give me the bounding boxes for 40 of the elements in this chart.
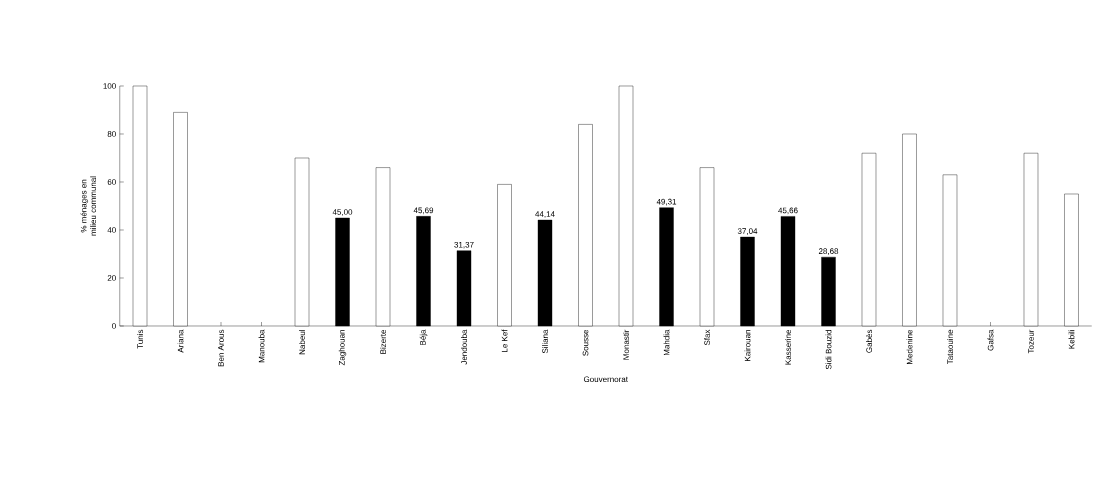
y-tick-label: 20 <box>107 275 116 281</box>
x-tick-label: Gafsa <box>987 329 994 351</box>
x-tick-label: Bizerte <box>380 329 386 354</box>
x-tick-label: Monastir <box>623 329 629 360</box>
x-tick-label: Gabès <box>866 329 872 353</box>
x-tick-label: Zaghouan <box>338 330 347 366</box>
x-tick-label: Manouba <box>258 329 265 363</box>
y-tick-label: 100 <box>103 83 116 89</box>
x-tick-label: Nabeul <box>299 330 305 355</box>
x-tick-label: Sfax <box>704 329 710 346</box>
x-tick-label: Ben Arous <box>218 329 224 367</box>
x-tick-label: Medenine <box>906 329 913 364</box>
x-tick-label: Tozeur <box>1028 329 1034 354</box>
x-tick-label: Siliana <box>542 329 548 354</box>
data-label: 45,00 <box>332 209 353 216</box>
data-label: 37,04 <box>737 228 758 235</box>
data-label: 45,66 <box>778 207 798 215</box>
y-tick-label: 80 <box>107 131 116 137</box>
y-tick-label: 60 <box>107 179 116 185</box>
x-tick-label: Kasserine <box>785 329 791 365</box>
x-tick-label: Jendouba <box>461 329 467 365</box>
data-label: 49,31 <box>656 198 677 206</box>
x-tick-label: Le Kef <box>501 329 508 352</box>
x-tick-label: Kairouan <box>744 330 751 361</box>
x-tick-label: Sidi Bouzid <box>825 330 832 370</box>
x-tick-label: Sousse <box>582 329 589 356</box>
x-tick-label: Tunis <box>137 329 143 349</box>
x-tick-label: Ariana <box>177 329 184 353</box>
x-tick-label: Tataouine <box>947 329 953 365</box>
x-tick-label: Béja <box>419 329 428 345</box>
data-label: 44,14 <box>535 211 555 218</box>
x-axis-title: Gouvernorat <box>583 376 628 383</box>
x-tick-label: Mahdia <box>663 329 670 356</box>
data-label: 28,68 <box>818 248 839 255</box>
data-label: 31,37 <box>454 241 474 249</box>
data-label: 45,69 <box>413 207 434 215</box>
y-axis-title: % ménages en milieu communal <box>80 176 97 236</box>
x-tick-label: Kebili <box>1068 330 1075 349</box>
y-tick-label: 0 <box>112 323 116 329</box>
y-tick-label: 40 <box>107 227 116 233</box>
